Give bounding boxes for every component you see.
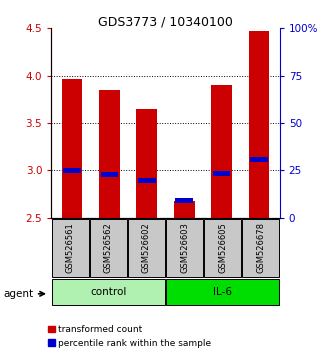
Bar xyxy=(250,157,268,162)
Bar xyxy=(174,201,195,218)
Text: GSM526678: GSM526678 xyxy=(256,222,265,273)
Legend: transformed count, percentile rank within the sample: transformed count, percentile rank withi… xyxy=(48,325,212,348)
Bar xyxy=(212,85,232,218)
Bar xyxy=(166,279,279,305)
Bar xyxy=(242,219,279,277)
Bar xyxy=(62,79,82,218)
Bar xyxy=(63,168,81,173)
Bar xyxy=(249,31,269,218)
Bar xyxy=(213,171,230,176)
Bar xyxy=(138,178,156,183)
Text: GSM526602: GSM526602 xyxy=(142,222,151,273)
Bar xyxy=(204,219,241,277)
Bar xyxy=(175,198,193,203)
Text: IL-6: IL-6 xyxy=(213,287,232,297)
Bar xyxy=(166,219,203,277)
Text: GSM526605: GSM526605 xyxy=(218,222,227,273)
Text: GSM526561: GSM526561 xyxy=(66,222,75,273)
Bar xyxy=(99,90,119,218)
Bar xyxy=(101,172,118,177)
Text: control: control xyxy=(90,287,126,297)
Bar xyxy=(52,279,165,305)
Bar xyxy=(136,109,157,218)
Text: GSM526603: GSM526603 xyxy=(180,222,189,273)
Text: GDS3773 / 10340100: GDS3773 / 10340100 xyxy=(98,16,233,29)
Text: GSM526562: GSM526562 xyxy=(104,222,113,273)
Text: agent: agent xyxy=(3,289,33,299)
Bar xyxy=(52,219,89,277)
Bar xyxy=(90,219,127,277)
Bar xyxy=(128,219,165,277)
